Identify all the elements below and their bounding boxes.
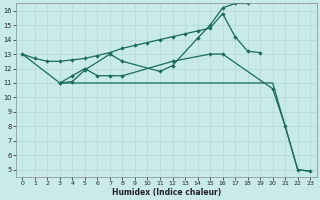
X-axis label: Humidex (Indice chaleur): Humidex (Indice chaleur) [112,188,221,197]
